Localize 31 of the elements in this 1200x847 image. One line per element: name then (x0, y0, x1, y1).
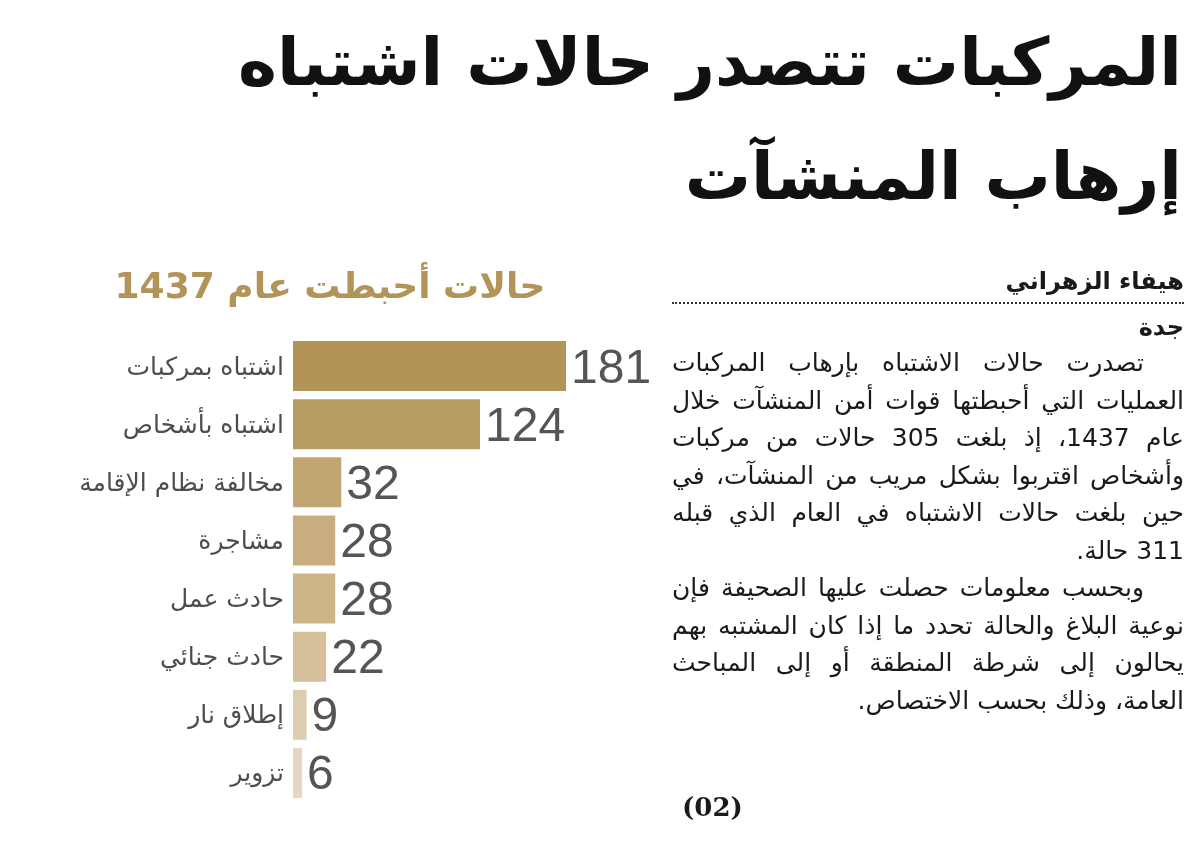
bar (293, 631, 327, 682)
bar (293, 341, 566, 392)
text: وبحسب معلومات حصلت عليها الصحيفة فإن نوعية البلاغ والحالة تحدد ما إذا كان المشتبه بهم يحالون إلى شرطة المنطقة أو إلى المباحث العامة، وذلك بحسب الاختصاص. (672, 572, 1184, 718)
y-tick-label: حادث جنائي (159, 642, 284, 672)
data-label: 22 (331, 630, 385, 684)
data-label: 32 (346, 455, 400, 509)
data-label: 124 (485, 397, 566, 451)
y-tick-label: إطلاق نار (186, 700, 284, 731)
y-tick-label: اشتباه بأشخاص (122, 405, 284, 439)
data-label: 28 (340, 572, 394, 626)
y-tick-label: مشاجرة (198, 525, 284, 555)
y-tick-label: تزوير (228, 758, 285, 789)
data-label: 28 (340, 513, 394, 567)
bar (293, 399, 481, 450)
text: تصدرت حالات الاشتباه بإرهاب المركبات العمليات التي أحبطتها قوات أمن المنشآت خلال عام 1437، إذ بلغت 305 حالات من مركبات وأشخاص اقتربوا بشكل مريب من المنشآت، في حين بلغت حالات الاشتباه في العام الذي قبله 311 حالة. (672, 347, 1184, 567)
bar (293, 689, 307, 740)
y-tick-label: مخالفة نظام الإقامة (79, 467, 284, 497)
text: المركبات تتصدر حالات اشتباه إرهاب المنشآت (237, 23, 1182, 218)
chart-subtitle: حالات أحبطت عام 1437 (113, 262, 547, 309)
bar (293, 457, 342, 508)
bar (293, 573, 336, 624)
bar (293, 515, 336, 566)
bar (293, 747, 303, 798)
text: هيفاء الزهراني (1005, 267, 1184, 295)
data-label: 6 (307, 746, 334, 800)
text: (02) (682, 792, 743, 822)
text: جدة (1138, 313, 1184, 341)
data-label: 9 (311, 688, 339, 742)
data-label: 181 (571, 339, 652, 393)
y-tick-label: اشتباه بمركبات (126, 351, 284, 381)
y-tick-label: حادث عمل (170, 584, 284, 614)
